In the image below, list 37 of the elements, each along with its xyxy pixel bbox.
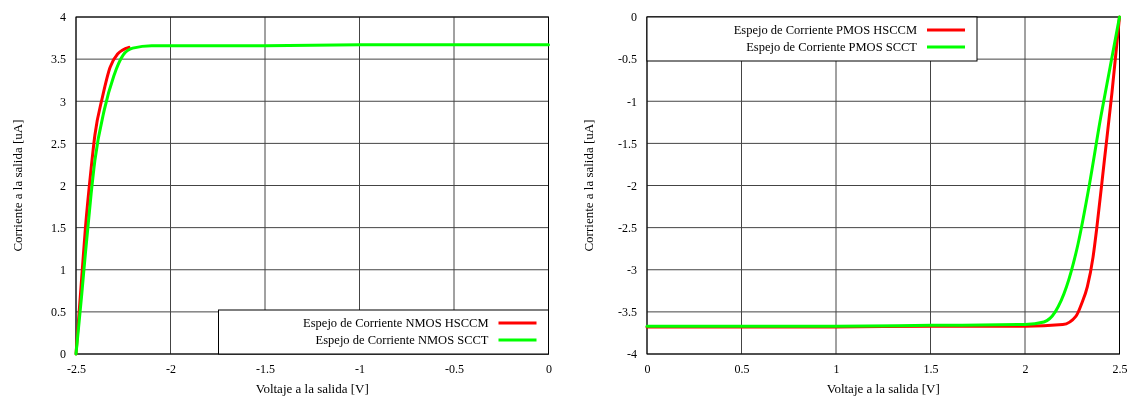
y-tick-label: -3	[626, 263, 637, 278]
x-tick-label: 2.5	[1112, 361, 1127, 376]
x-tick-label: 0	[546, 361, 552, 376]
y-tick-label: 0.5	[51, 305, 66, 320]
y-axis-title: Corriente a la salida [uA]	[10, 119, 25, 252]
y-tick-label: -1	[626, 94, 637, 109]
y-tick-label: 4	[60, 10, 66, 25]
y-tick-label: -3.5	[617, 305, 637, 320]
y-tick-label: 0	[60, 347, 66, 362]
y-tick-label: -4	[626, 347, 637, 362]
y-tick-label: 2.5	[51, 136, 66, 151]
y-tick-label: -0.5	[617, 52, 637, 67]
y-tick-label: 0	[630, 10, 637, 25]
y-tick-label: -1.5	[617, 136, 637, 151]
y-tick-label: 3	[60, 94, 66, 109]
y-tick-label: 1	[60, 263, 66, 278]
legend-label: Espejo de Corriente PMOS HSCCM	[733, 23, 917, 37]
x-tick-label: 1.5	[923, 361, 938, 376]
y-tick-label: -2	[626, 178, 637, 193]
legend-label: Espejo de Corriente NMOS HSCCM	[303, 316, 489, 330]
y-axis-title: Corriente a la salida [uA]	[580, 119, 596, 252]
x-axis-title: Voltaje a la salida [V]	[826, 381, 940, 396]
y-tick-label: 1.5	[51, 220, 66, 235]
legend-label: Espejo de Corriente NMOS SCCT	[315, 333, 489, 347]
x-tick-label: -1.5	[256, 361, 275, 376]
y-tick-label: -2.5	[617, 220, 637, 235]
x-tick-label: 2	[1022, 361, 1028, 376]
x-tick-label: 0.5	[734, 361, 749, 376]
x-axis-title: Voltaje a la salida [V]	[255, 381, 369, 396]
y-tick-label: 3.5	[51, 52, 66, 67]
x-tick-label: 0	[644, 361, 650, 376]
x-tick-label: 1	[833, 361, 839, 376]
y-tick-label: 2	[60, 178, 66, 193]
legend-label: Espejo de Corriente PMOS SCCT	[745, 40, 917, 54]
x-tick-label: -2	[166, 361, 176, 376]
x-tick-label: -0.5	[445, 361, 464, 376]
x-tick-label: -1	[355, 361, 365, 376]
